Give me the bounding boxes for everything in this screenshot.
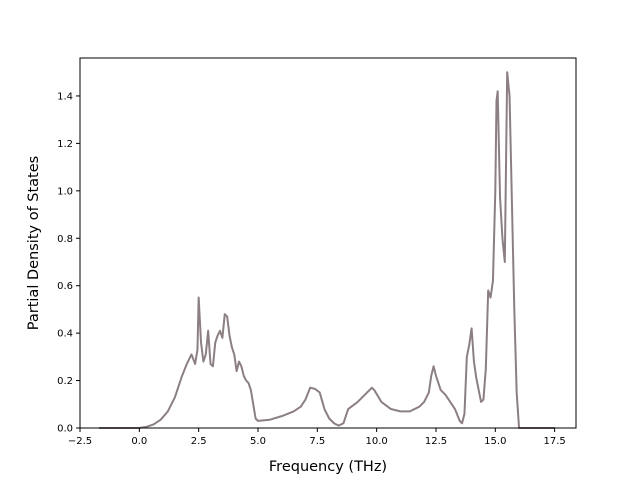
y-tick-label: 0.6 — [57, 281, 73, 292]
y-tick-label: 0.4 — [57, 329, 73, 340]
series-line-0 — [98, 71, 555, 429]
x-tick-label: 12.5 — [425, 436, 447, 447]
x-tick-label: 2.5 — [191, 436, 207, 447]
x-tick-label: 17.5 — [544, 436, 566, 447]
x-axis: −2.5 0.0 2.5 5.0 7.5 10.0 12.5 15.0 17.5 — [68, 428, 566, 447]
y-tick-label: 1.2 — [57, 139, 73, 150]
x-tick-label: 5.0 — [250, 436, 266, 447]
x-tick-label: −2.5 — [68, 436, 92, 447]
x-axis-label: Frequency (THz) — [269, 459, 387, 475]
y-tick-label: 0.0 — [57, 424, 73, 435]
x-tick-label: 0.0 — [131, 436, 147, 447]
y-tick-label: 1.4 — [57, 91, 73, 102]
series-layer — [98, 71, 555, 429]
x-tick-label: 7.5 — [309, 436, 325, 447]
y-tick-label: 0.8 — [57, 234, 73, 245]
y-tick-label: 0.2 — [57, 376, 73, 387]
y-tick-label: 1.0 — [57, 186, 73, 197]
x-tick-label: 15.0 — [484, 436, 506, 447]
y-axis-label: Partial Density of States — [26, 156, 42, 330]
x-tick-label: 10.0 — [366, 436, 388, 447]
y-axis: 0.0 0.2 0.4 0.6 0.8 1.0 1.2 1.4 — [57, 91, 80, 435]
axes-frame — [79, 57, 577, 429]
